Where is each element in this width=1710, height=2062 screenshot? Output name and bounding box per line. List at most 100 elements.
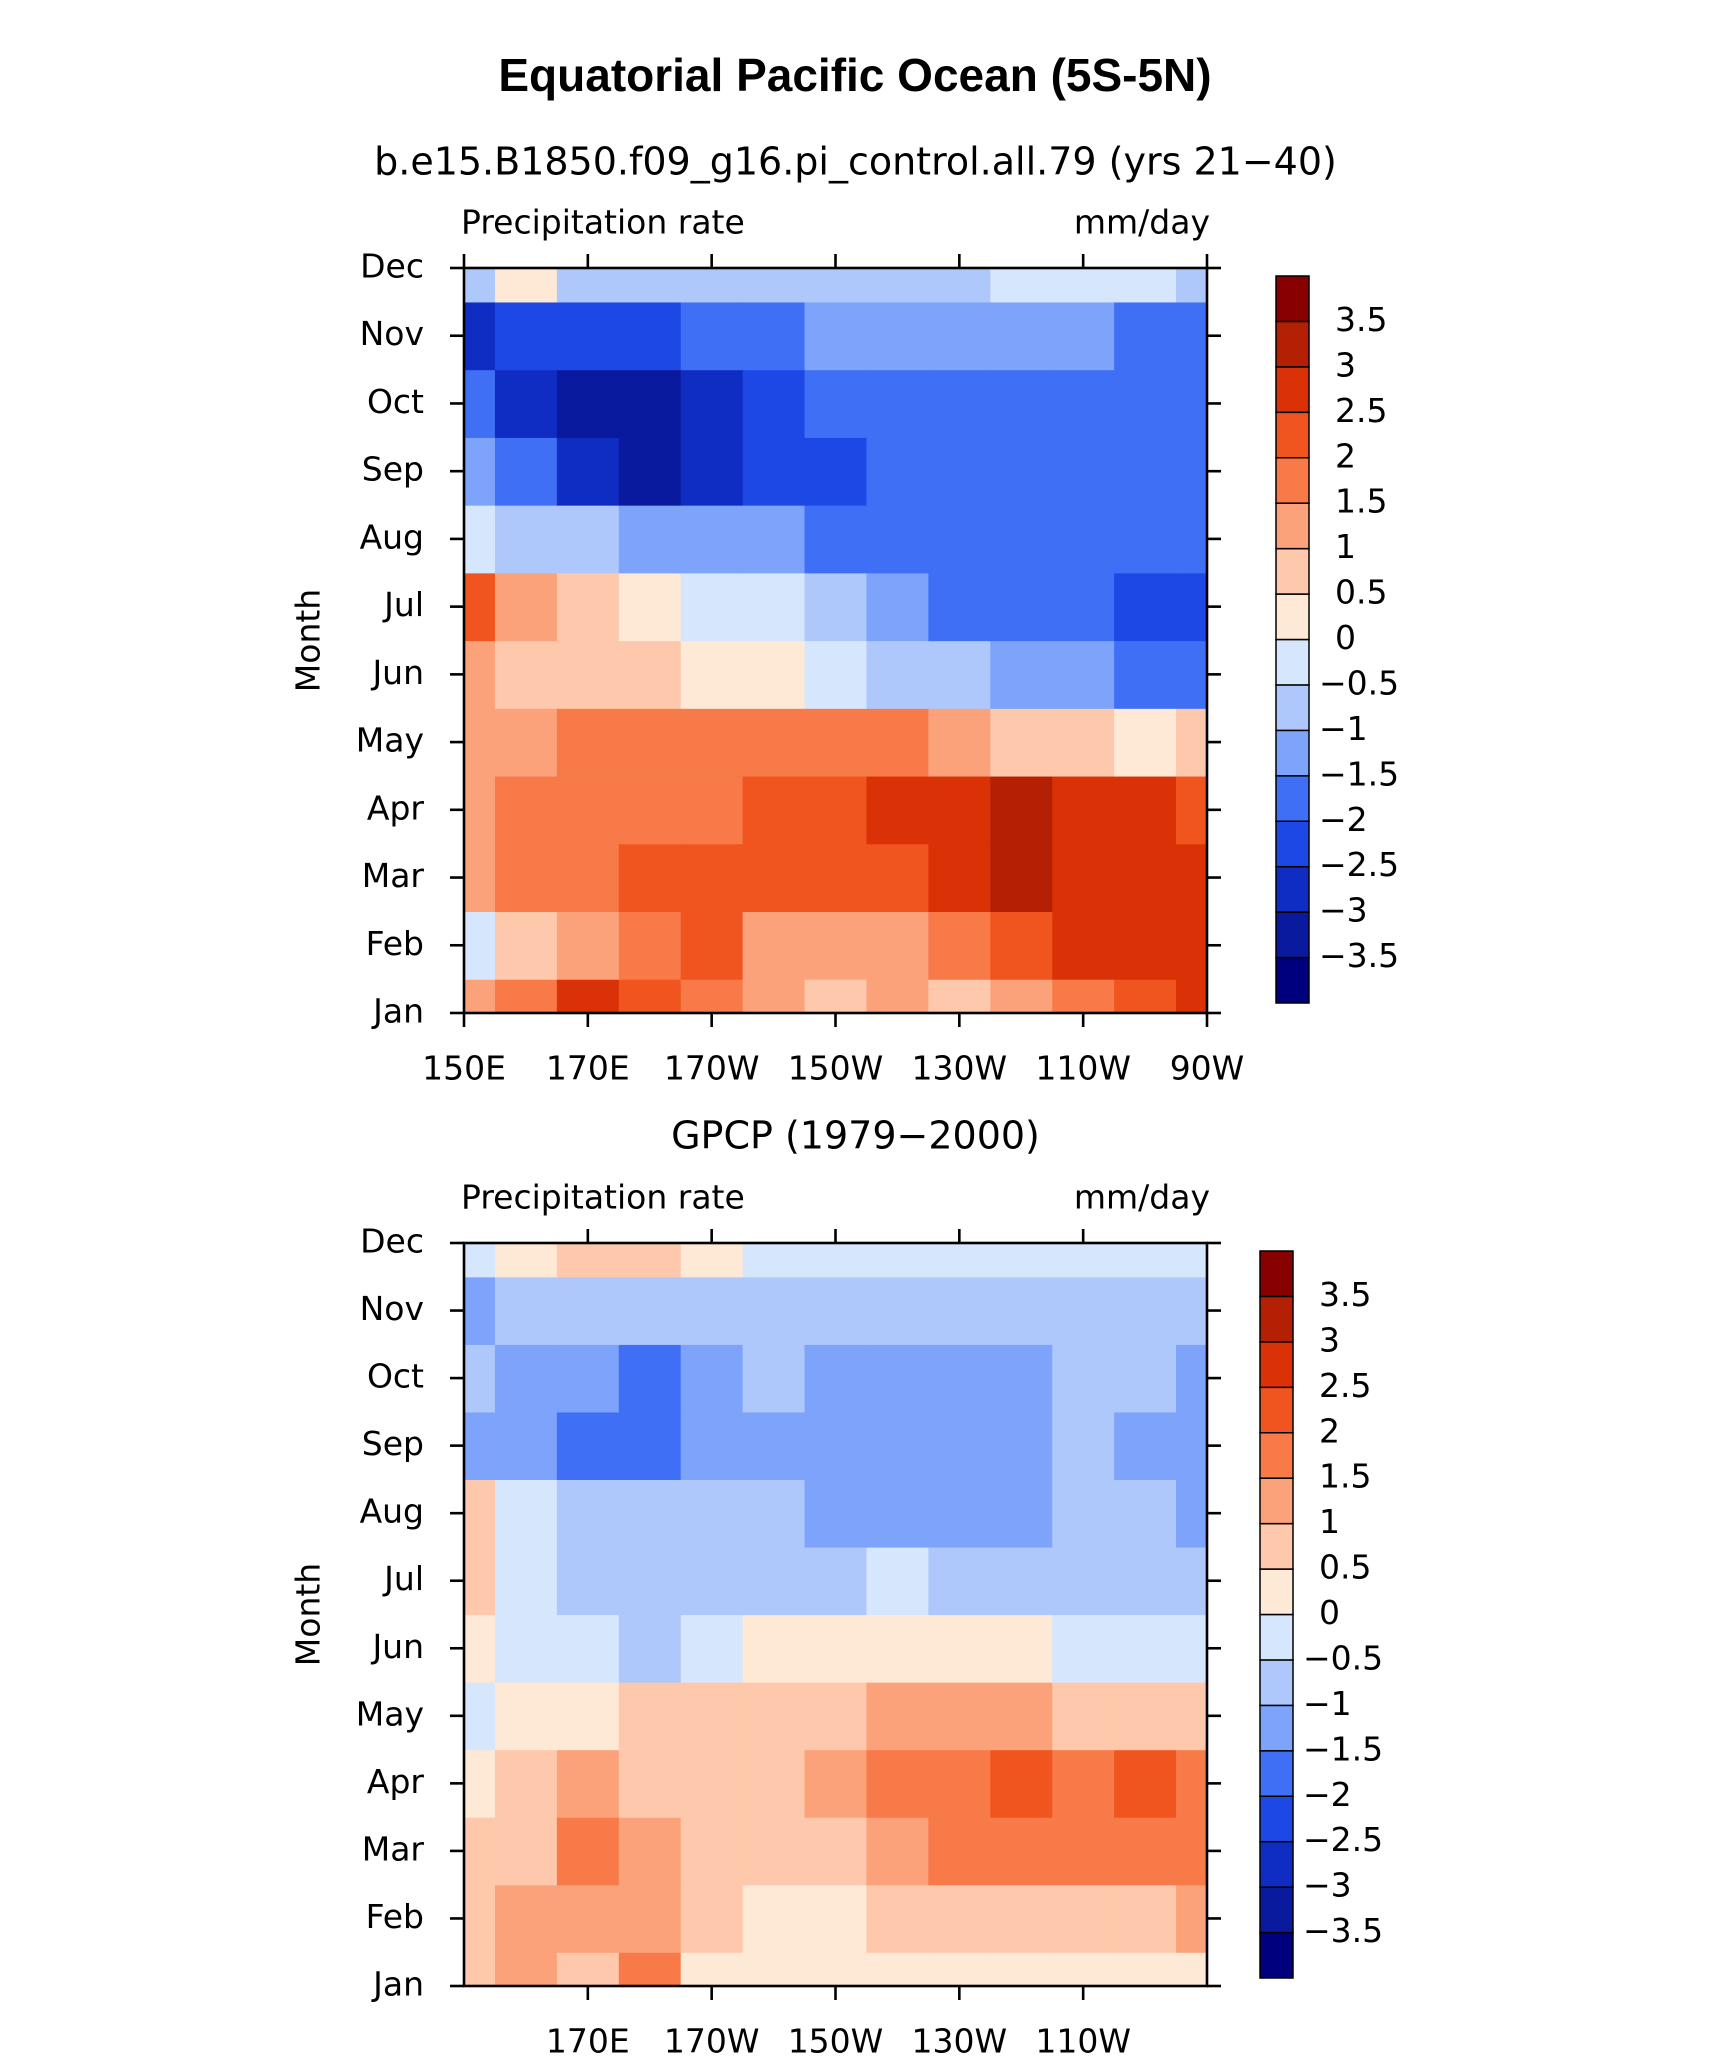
y-tick-label: Sep	[362, 450, 424, 489]
contour-cell	[804, 1411, 868, 1481]
contour-cell	[1114, 268, 1177, 303]
contour-cell	[464, 1682, 496, 1751]
contour-cell	[494, 1884, 558, 1953]
colorbar-box	[1275, 366, 1310, 414]
colorbar-label: −3.5	[1319, 936, 1399, 975]
contour-cell	[866, 1344, 929, 1413]
contour-cell	[618, 979, 682, 1013]
contour-cell	[1176, 911, 1207, 980]
contour-cell	[680, 1479, 744, 1548]
contour-cell	[1114, 708, 1177, 777]
contour-cell	[804, 640, 868, 709]
contour-cell	[618, 301, 682, 371]
y-tick-label: Mar	[362, 1829, 425, 1868]
y-tick-label: Jul	[382, 585, 424, 624]
contour-cell	[742, 268, 806, 303]
contour-cell	[680, 1411, 744, 1481]
contour-cell	[866, 1884, 929, 1953]
contour-cell	[618, 437, 682, 506]
contour-cell	[990, 911, 1053, 980]
colorbar-box	[1259, 1795, 1294, 1843]
contour-cell	[464, 268, 496, 303]
x-tick-label: 170E	[546, 1049, 630, 1088]
left-string: Precipitation rate	[461, 1178, 745, 1217]
colorbar-box	[1259, 1250, 1294, 1298]
colorbar-label: 2	[1335, 436, 1356, 475]
contour-cell	[464, 301, 496, 371]
contour-cell	[742, 640, 806, 709]
contour-cell	[556, 640, 620, 709]
x-tick-label: 150E	[422, 1049, 506, 1088]
contour-cell	[556, 1682, 620, 1751]
contour-cell	[618, 843, 682, 913]
contour-cell	[556, 1952, 620, 1986]
contour-cell	[990, 437, 1053, 506]
y-tick-label: Aug	[360, 1492, 424, 1531]
contour-cell	[618, 775, 682, 845]
contour-cell	[1052, 301, 1115, 371]
contour-cell	[494, 505, 558, 574]
contour-cell	[680, 1682, 744, 1751]
colorbar-box	[1259, 1613, 1294, 1661]
contour-cell	[680, 1614, 744, 1683]
contour-cell	[494, 979, 558, 1013]
contour-cell	[556, 1479, 620, 1548]
contour-cell	[804, 505, 868, 574]
colorbar-label: 3.5	[1335, 300, 1387, 339]
y-tick-label: Aug	[360, 517, 424, 556]
colorbar-label: −3	[1319, 891, 1368, 930]
contour-cell	[494, 1479, 558, 1548]
contour-cell	[928, 1614, 991, 1683]
contour-cell	[618, 1614, 682, 1683]
contour-cell	[464, 1749, 496, 1818]
contour-cell	[464, 979, 496, 1013]
contour-cell	[494, 775, 558, 845]
contour-cell	[990, 1344, 1053, 1413]
contour-cell	[556, 1749, 620, 1818]
x-tick-label: 110W	[1035, 2022, 1131, 2061]
x-tick-label: 170E	[546, 2022, 630, 2061]
contour-cell	[866, 775, 929, 845]
contour-cell	[804, 1276, 868, 1345]
contour-cell	[990, 1614, 1053, 1683]
contour-cell	[1052, 369, 1115, 438]
main-title: Equatorial Pacific Ocean (5S-5N)	[498, 49, 1211, 101]
contour-cell	[618, 369, 682, 438]
contour-cell	[618, 1749, 682, 1818]
contour-cell	[1052, 1344, 1115, 1413]
contour-cell	[680, 268, 744, 303]
contour-cell	[464, 843, 496, 913]
contour-cell	[1114, 843, 1177, 913]
colorbar-label: −0.5	[1303, 1638, 1383, 1677]
contour-cell	[804, 1817, 868, 1886]
contour-cell	[928, 979, 991, 1013]
contour-cell	[928, 1817, 991, 1886]
contour-cell	[742, 843, 806, 913]
colorbar-label: 1.5	[1319, 1457, 1371, 1496]
contour-cell	[866, 1546, 929, 1616]
contour-cell	[1176, 1682, 1207, 1751]
contour-cell	[866, 1276, 929, 1345]
contour-cell	[1052, 1952, 1115, 1986]
panel-title: b.e15.B1850.f09_g16.pi_control.all.79 (y…	[374, 140, 1337, 184]
contour-cell	[494, 843, 558, 913]
contour-cell	[990, 1682, 1053, 1751]
contour-cell	[928, 1243, 991, 1278]
contour-cell	[1052, 843, 1115, 913]
contour-cell	[494, 1682, 558, 1751]
contour-cell	[742, 1614, 806, 1683]
contour-cell	[928, 1884, 991, 1953]
contour-cell	[928, 437, 991, 506]
colorbar-label: 3	[1335, 345, 1356, 384]
y-tick-label: Oct	[367, 382, 424, 421]
contour-cell	[1176, 268, 1207, 303]
contour-cell	[1114, 1817, 1177, 1886]
contour-cell	[464, 1546, 496, 1616]
contour-cell	[1052, 979, 1115, 1013]
contour-cell	[866, 505, 929, 574]
contour-cell	[866, 572, 929, 642]
colorbar-label: −2	[1303, 1775, 1352, 1814]
contour-cell	[804, 268, 868, 303]
contour-cell	[1114, 1884, 1177, 1953]
